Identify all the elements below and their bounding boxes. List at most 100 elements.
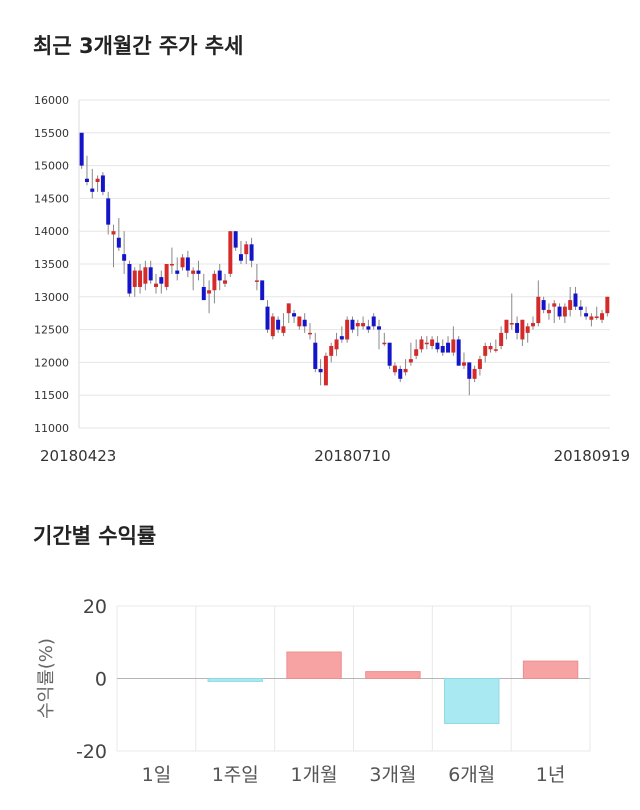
candle-body — [355, 323, 360, 327]
candle-body — [467, 362, 472, 379]
candle-body — [419, 339, 424, 350]
candle-body — [578, 306, 583, 310]
candle-body — [408, 359, 413, 363]
candle-body — [339, 336, 344, 340]
candle-body — [180, 257, 185, 268]
candlestick-chart: 16000 15500 15000 14500 14000 13500 13000 12500… — [34, 94, 630, 465]
candle-body — [313, 342, 318, 369]
x-tick-label: 20180710 — [314, 447, 390, 465]
price-trend-title: 최근 3개월간 주가 추세 — [33, 34, 244, 58]
candle-body — [318, 368, 323, 373]
candle-body — [350, 319, 355, 330]
candle-body — [201, 286, 206, 301]
y-axis-title: 수익률(%) — [36, 638, 57, 719]
candle-body — [244, 244, 249, 255]
candle-body — [414, 349, 419, 356]
candle-body — [106, 198, 111, 225]
candle-body — [191, 270, 196, 274]
period-return-title: 기간별 수익률 — [33, 524, 157, 548]
y-tick-label: 13000 — [34, 291, 69, 304]
candle-body — [424, 342, 429, 345]
candle-body — [329, 346, 334, 356]
candle-body — [371, 316, 376, 327]
candle-body — [536, 296, 541, 324]
candle-body — [546, 309, 551, 314]
y-tick-label: 14000 — [34, 225, 69, 238]
x-tick-label: 20180423 — [40, 447, 116, 465]
candle-body — [302, 319, 307, 327]
candle-body — [456, 339, 461, 366]
candle-body — [249, 244, 254, 261]
candle-body — [233, 231, 238, 248]
y-tick-label: 15500 — [34, 127, 69, 140]
x-tick-label: 1년 — [536, 764, 566, 786]
y-tick-label: 20 — [83, 596, 107, 618]
candle-body — [600, 313, 605, 320]
candle-body — [483, 346, 488, 356]
candle-body — [477, 359, 482, 369]
candle-body — [90, 188, 95, 192]
candle-body — [525, 326, 530, 333]
candle-body — [323, 355, 328, 386]
candle-body — [207, 290, 212, 294]
candle-body — [451, 339, 456, 353]
candle-body — [398, 368, 403, 379]
candle-body — [387, 342, 392, 366]
candle-body — [196, 270, 201, 274]
candle-body — [138, 270, 143, 287]
candle-body — [392, 365, 397, 373]
x-tick-label: 3개월 — [369, 764, 416, 786]
candle-body — [605, 296, 610, 314]
candle-body — [238, 254, 243, 261]
candle-body — [589, 316, 594, 320]
y-tick-label: 11000 — [34, 422, 69, 435]
y-tick-label: 0 — [95, 669, 107, 691]
candle-body — [265, 306, 270, 330]
return-bar-chart: 20 0 -20 수익률(%) 1일 1주일 1개월 3개월 6개월 1년 — [36, 596, 591, 786]
candle-body — [159, 277, 164, 284]
return-bar — [522, 660, 579, 680]
candle-body — [217, 270, 222, 281]
y-tick-label: 12000 — [34, 356, 69, 369]
x-tick-label: 1일 — [142, 764, 172, 786]
candle-body — [446, 342, 451, 353]
candle-body — [286, 303, 291, 314]
candle-body — [520, 319, 525, 340]
candle-body — [430, 339, 435, 346]
return-bar — [286, 651, 342, 680]
candle-body — [260, 280, 265, 301]
candle-body — [297, 316, 302, 327]
candle-body — [509, 323, 514, 325]
candle-body — [185, 257, 190, 271]
candle-body — [334, 339, 339, 350]
candle-body — [557, 306, 562, 317]
x-tick-label: 1개월 — [291, 764, 338, 786]
candle-body — [154, 283, 158, 287]
candle-body — [377, 326, 382, 330]
y-tick-label: 11500 — [34, 389, 69, 402]
candle-body — [79, 132, 84, 166]
y-tick-label: 15000 — [34, 160, 69, 173]
candle-body — [440, 346, 445, 353]
x-tick-label: 20180919 — [554, 447, 630, 465]
candle-body — [292, 313, 297, 317]
candle-body — [111, 231, 116, 235]
candle-body — [164, 264, 169, 287]
candle-body — [223, 280, 228, 284]
candle-body — [228, 231, 233, 274]
candle-body — [143, 267, 148, 284]
candle-body — [461, 362, 466, 366]
candle-body — [403, 368, 408, 373]
candle-body — [212, 273, 217, 291]
candle-body — [435, 342, 440, 350]
candle-body — [382, 342, 387, 345]
candle-body — [493, 349, 498, 351]
candle-body — [584, 313, 589, 317]
candle-body — [100, 175, 105, 192]
candle-body — [281, 326, 286, 333]
candle-body — [361, 323, 366, 327]
candle-body — [366, 326, 371, 330]
candle-body — [127, 264, 132, 294]
candle-body — [175, 270, 180, 274]
x-tick-label: 1주일 — [212, 764, 259, 786]
